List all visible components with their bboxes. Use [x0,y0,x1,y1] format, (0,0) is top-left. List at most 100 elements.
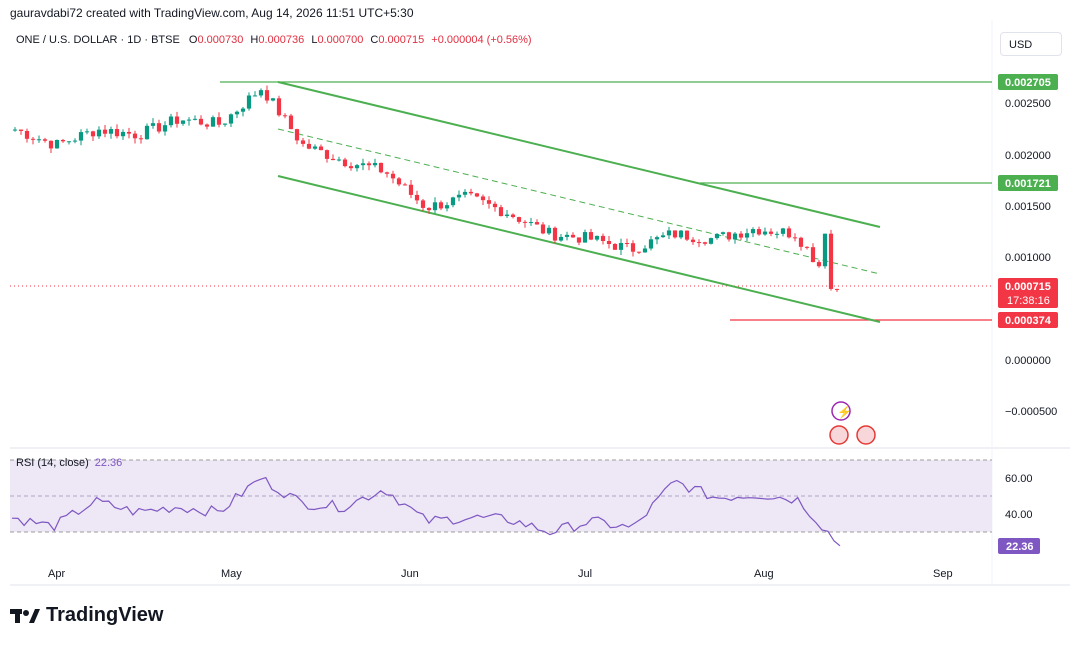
candle-body [54,139,60,149]
candle-body [366,163,372,166]
candle-body [642,248,648,253]
candle-body [192,118,198,120]
candle-body [780,228,786,234]
candle-body [36,139,42,141]
candle-body [582,232,588,243]
candle-body [102,129,108,134]
candle-body [636,251,642,253]
candle-body [174,116,180,124]
candle-body [348,166,354,169]
candle-body [672,230,678,238]
rsi-tick: 40.00 [1005,509,1033,521]
candle-body [336,159,342,161]
candle-body [666,230,672,236]
current-price-text: 0.000715 [1005,281,1051,293]
candle-body [630,243,636,252]
candle-body [660,235,666,238]
candle-body [588,232,594,240]
close-value: 0.000715 [378,34,425,46]
candle-body [342,159,348,167]
time-tick: Jun [401,568,419,580]
candle-body [552,227,558,241]
candle-body [444,205,450,209]
candle-body [60,139,66,142]
candle-body [120,131,126,137]
candle-body [294,129,300,141]
symbol-title[interactable]: ONE / U.S. DOLLAR · 1D · BTSE [16,34,180,46]
candle-body [744,233,750,238]
symbol-legend: ONE / U.S. DOLLAR · 1D · BTSE O0.000730 … [16,34,532,46]
candle-body [288,115,294,130]
candle-body [18,129,24,131]
candle-body [384,172,390,174]
rsi-value-text: 22.36 [1006,541,1034,553]
candle-body [66,141,72,143]
candle-body [528,222,534,224]
candle-body [798,237,804,247]
candle-body [390,173,396,179]
low-value: 0.000700 [317,34,364,46]
rsi-current-value: 22.36 [94,457,123,469]
us-flag-event-icon[interactable] [856,425,876,445]
candle-body [264,90,270,101]
rsi-tick: 60.00 [1005,473,1033,485]
price-tick: −0.000500 [1005,406,1057,418]
candle-body [474,193,480,197]
us-flag-event-icon[interactable] [829,425,849,445]
close-label: C [370,34,379,46]
target-level-text: 0.000374 [1005,315,1052,327]
candle-body [90,131,96,137]
candle-body [234,111,240,115]
channel-median-line[interactable] [277,128,881,275]
candle-body [534,222,540,225]
candle-body [804,246,810,248]
candle-body [774,233,780,235]
candle-body [522,221,528,223]
chart-credit: gauravdabi72 created with TradingView.co… [10,6,414,20]
candle-body [378,162,384,173]
candle-body [810,247,816,263]
bar-countdown: 17:38:16 [1007,295,1050,307]
candle-body [138,138,144,140]
candle-body [618,242,624,250]
high-label: H [250,34,259,46]
tradingview-logo[interactable]: TradingView [10,604,163,627]
currency-selector[interactable]: USD [1000,32,1062,56]
mid-level-badge [998,175,1058,191]
candle-body [678,230,684,238]
candle-body [756,229,762,235]
rsi-band [10,460,992,532]
candle-body [768,231,774,234]
candle-body [558,236,564,241]
price-tick: 0.001000 [1005,252,1051,264]
candle-body [396,178,402,185]
candle-body [162,125,168,132]
candle-body [750,229,756,234]
rsi-legend[interactable]: RSI (14, close) 22.36 [16,457,122,469]
candle-body [312,146,318,149]
candle-body [624,242,630,244]
change-value: +0.000004 (+0.56%) [431,34,532,46]
candle-body [156,123,162,132]
candle-body [240,108,246,112]
time-tick: Aug [754,568,774,580]
candle-body [456,194,462,198]
candle-body [420,200,426,208]
channel-upper-line[interactable] [277,81,881,228]
candle-body [702,242,708,244]
lightning-event-icon[interactable] [831,401,851,421]
rsi-series [11,476,841,547]
top-level-text: 0.002705 [1005,77,1051,89]
candle-body [540,224,546,234]
candle-body [516,217,522,222]
candle-body [252,95,258,97]
channel-lower-line[interactable] [277,175,881,323]
time-tick: May [221,568,242,580]
candle-body [204,124,210,127]
price-series [12,85,840,293]
candle-body [792,237,798,239]
open-value: 0.000730 [197,34,244,46]
candle-body [114,129,120,137]
time-tick: Jul [578,568,592,580]
